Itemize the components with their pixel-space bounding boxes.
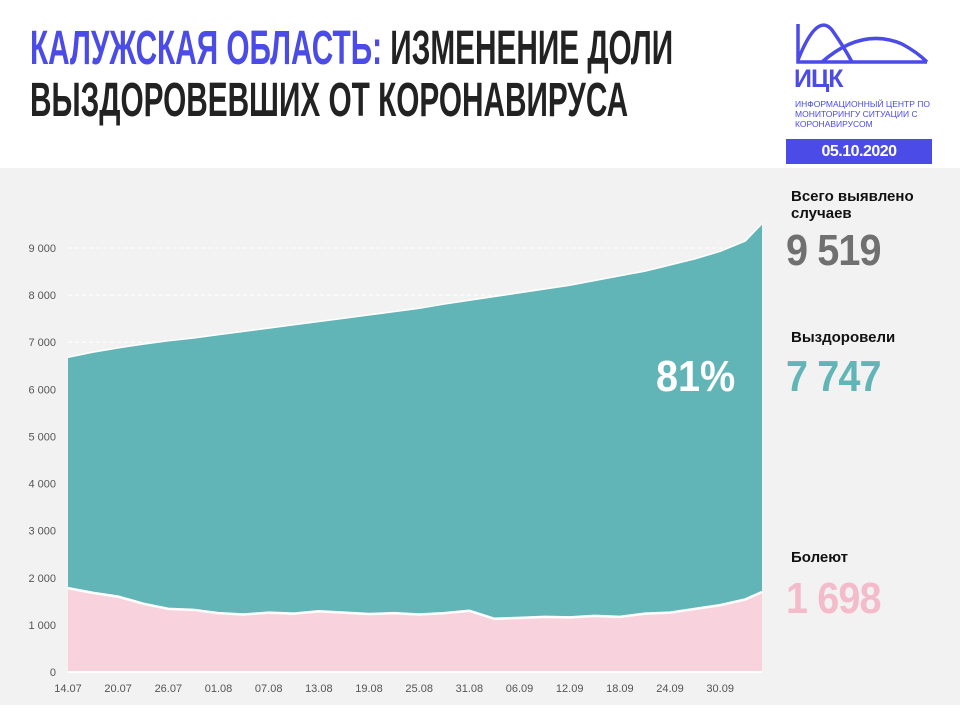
total-label: Всего выявлено случаев bbox=[791, 188, 914, 222]
sick-value: 1 698 bbox=[786, 574, 881, 623]
x-tick-label: 18.09 bbox=[606, 683, 634, 695]
x-tick-label: 14.07 bbox=[54, 683, 82, 695]
logo-subtitle: ИНФОРМАЦИОННЫЙ ЦЕНТР ПО МОНИТОРИНГУ СИТУ… bbox=[795, 99, 930, 129]
x-tick-label: 12.09 bbox=[556, 683, 584, 695]
x-tick-label: 19.08 bbox=[355, 683, 383, 695]
x-tick-label: 25.08 bbox=[405, 683, 433, 695]
recovered-share: 81% bbox=[656, 352, 736, 401]
x-tick-label: 01.08 bbox=[205, 683, 233, 695]
y-tick-label: 5 000 bbox=[28, 431, 56, 443]
y-tick-label: 9 000 bbox=[28, 243, 56, 255]
y-tick-label: 7 000 bbox=[28, 337, 56, 349]
y-tick-label: 8 000 bbox=[28, 290, 56, 302]
y-tick-label: 4 000 bbox=[28, 479, 56, 491]
y-tick-label: 3 000 bbox=[28, 526, 56, 538]
x-tick-label: 07.08 bbox=[255, 683, 283, 695]
x-tick-label: 06.09 bbox=[506, 683, 534, 695]
y-tick-label: 6 000 bbox=[28, 384, 56, 396]
x-tick-label: 31.08 bbox=[456, 683, 484, 695]
y-tick-label: 2 000 bbox=[28, 573, 56, 585]
x-tick-label: 30.09 bbox=[706, 683, 734, 695]
recovered-area bbox=[68, 223, 762, 673]
x-tick-label: 24.09 bbox=[656, 683, 684, 695]
recovered-value: 7 747 bbox=[786, 352, 881, 401]
total-value: 9 519 bbox=[786, 226, 881, 275]
x-tick-label: 26.07 bbox=[155, 683, 183, 695]
logo-name: ИЦК bbox=[794, 65, 843, 93]
sick-line bbox=[67, 586, 763, 621]
y-tick-label: 1 000 bbox=[28, 620, 56, 632]
sick-label: Болеют bbox=[791, 549, 849, 566]
x-tick-label: 13.08 bbox=[305, 683, 333, 695]
total-line bbox=[67, 223, 763, 359]
x-tick-label: 20.07 bbox=[104, 683, 132, 695]
icc-logo-icon bbox=[796, 23, 929, 64]
page-title-line1: КАЛУЖСКАЯ ОБЛАСТЬ: ИЗМЕНЕНИЕ ДОЛИ bbox=[30, 25, 673, 73]
sick-area bbox=[68, 588, 762, 672]
recovered-label: Выздоровели bbox=[791, 329, 896, 346]
y-tick-label: 0 bbox=[50, 667, 56, 679]
title-region: КАЛУЖСКАЯ ОБЛАСТЬ: bbox=[30, 22, 383, 75]
title-rest: ИЗМЕНЕНИЕ ДОЛИ bbox=[390, 22, 674, 75]
page-title-line2: ВЫЗДОРОВЕВШИХ ОТ КОРОНАВИРУСА bbox=[30, 74, 629, 127]
date-badge: 05.10.2020 bbox=[786, 139, 932, 164]
